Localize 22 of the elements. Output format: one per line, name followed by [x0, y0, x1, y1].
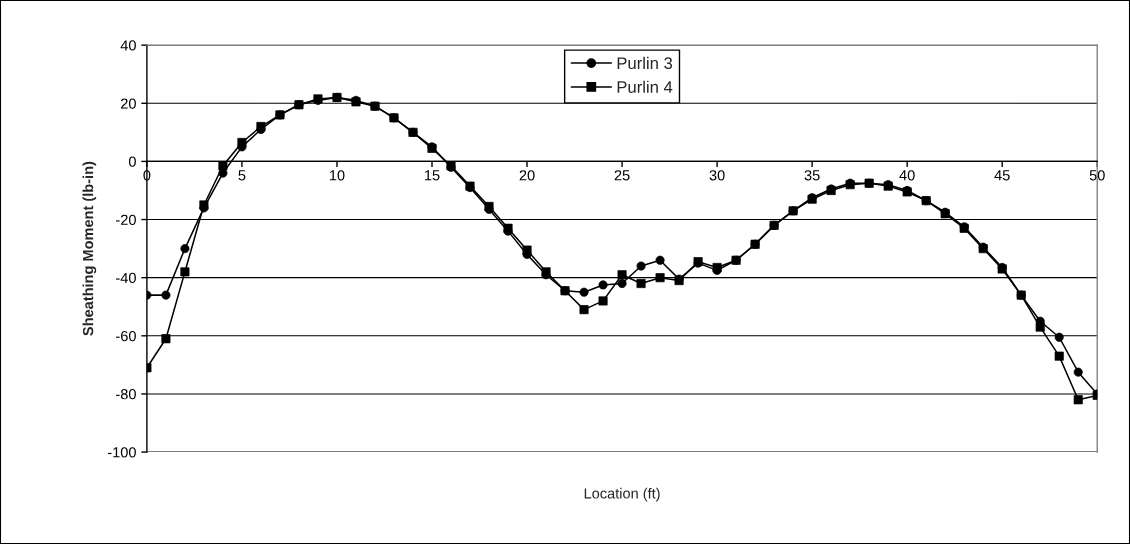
x-tick-label: 50 [1089, 170, 1105, 181]
legend-label: Purlin 4 [617, 80, 673, 93]
y-tick-label: -100 [107, 447, 136, 458]
x-tick-label: 25 [614, 170, 630, 181]
y-tick-label: 20 [121, 98, 136, 109]
x-tick-label: 20 [519, 170, 535, 181]
x-tick-label: 35 [804, 170, 820, 181]
y-tick-label: -60 [116, 330, 136, 342]
x-tick-label: 40 [899, 170, 915, 181]
y-tick-label: 40 [120, 40, 136, 51]
x-tick-label: 5 [238, 170, 246, 181]
y-tick-label: -20 [116, 214, 136, 225]
x-tick-label: 45 [994, 170, 1010, 181]
x-tick-label: 30 [709, 170, 725, 181]
y-tick-label: -40 [116, 272, 136, 284]
y-tick-label: 0 [128, 156, 136, 167]
legend-label: Purlin 3 [617, 56, 673, 70]
x-axis-title: Location (ft) [584, 487, 660, 502]
y-tick-label: -80 [116, 389, 136, 400]
x-tick-label: 10 [329, 170, 345, 181]
x-tick-label: 15 [425, 170, 440, 181]
y-axis-title: Sheathing Moment (lb-in) [82, 161, 97, 336]
